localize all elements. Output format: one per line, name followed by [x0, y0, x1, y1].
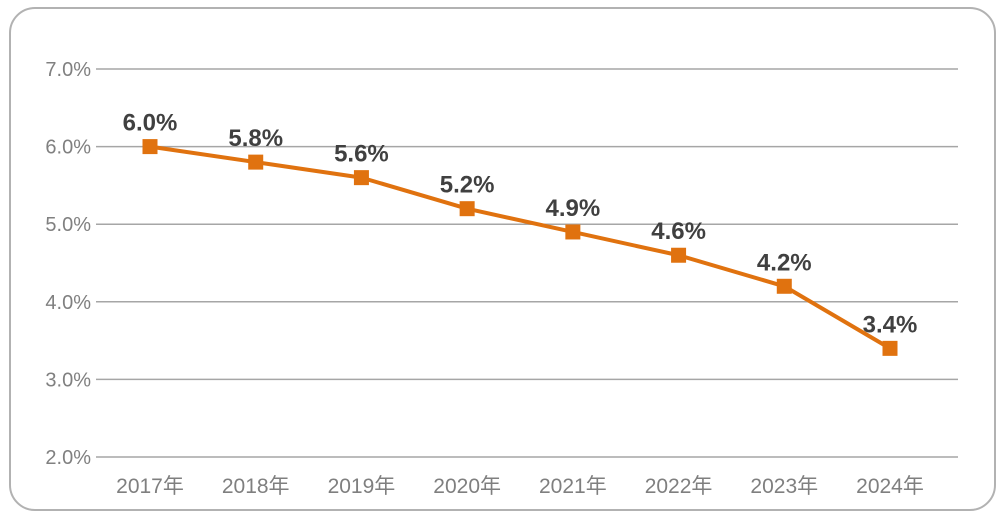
data-point-label: 5.8% [228, 125, 283, 152]
series-line [148, 144, 892, 351]
data-point-marker [565, 224, 581, 240]
x-axis-tick-label: 2022年 [645, 475, 713, 498]
data-point-marker [142, 139, 158, 155]
y-axis-tick-label: 2.0% [45, 447, 91, 469]
y-axis-tick-label: 6.0% [45, 137, 91, 159]
data-point-label: 4.6% [651, 218, 706, 245]
data-point-label: 5.2% [440, 172, 495, 199]
x-axis-tick-label: 2023年 [750, 475, 818, 498]
x-axis-tick-label: 2018年 [222, 475, 290, 498]
data-point-label: 4.9% [546, 195, 601, 222]
data-point-label: 6.0% [123, 110, 178, 137]
x-axis-tick-label: 2021年 [539, 475, 607, 498]
data-point-marker [248, 154, 264, 170]
data-point-marker [776, 278, 792, 294]
x-axis-tick-label: 2024年 [856, 475, 924, 498]
data-point-marker [353, 170, 369, 186]
x-axis-tick-label: 2017年 [116, 475, 184, 498]
x-axis-tick-label: 2020年 [433, 475, 501, 498]
data-point-label: 3.4% [863, 311, 918, 338]
y-axis-tick-label: 3.0% [45, 369, 91, 391]
y-axis-tick-label: 5.0% [45, 214, 91, 236]
y-axis-tick-label: 4.0% [45, 292, 91, 314]
data-point-marker [671, 247, 687, 263]
y-axis-tick-label: 7.0% [45, 59, 91, 81]
data-point-label: 5.6% [334, 141, 389, 168]
x-axis-tick-label: 2019年 [328, 475, 396, 498]
data-point-marker [882, 340, 898, 356]
data-point-label: 4.2% [757, 249, 812, 276]
data-point-marker [459, 201, 475, 217]
